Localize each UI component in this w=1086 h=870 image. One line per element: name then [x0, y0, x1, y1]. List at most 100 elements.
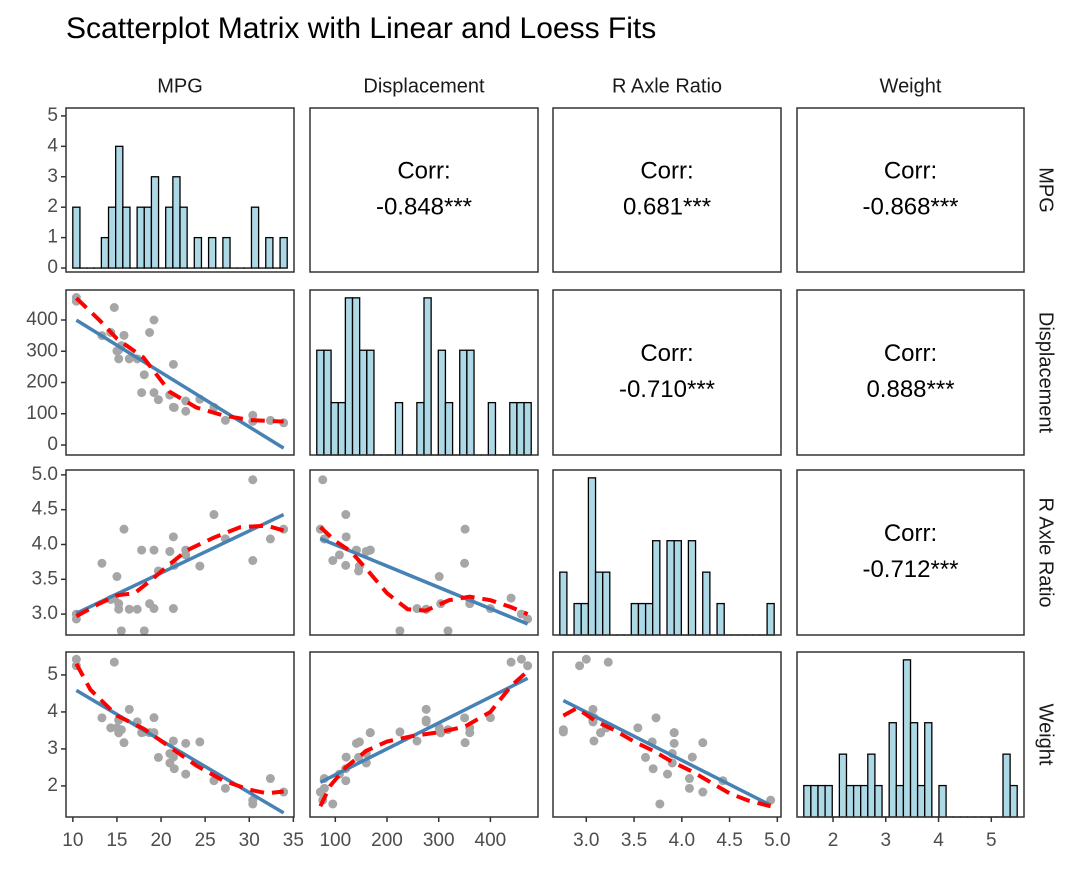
point: [168, 359, 178, 369]
point: [395, 626, 405, 636]
point: [248, 799, 258, 809]
y-tick-label: 0: [47, 257, 58, 278]
x-tick-label: 200: [371, 830, 403, 851]
histogram-bar: [924, 722, 933, 818]
loess-fit: [74, 296, 284, 424]
corr-title: Corr:: [397, 157, 450, 184]
histogram-bar: [516, 401, 525, 456]
panel-border: [796, 289, 1025, 456]
corr-title: Corr:: [640, 340, 693, 367]
y-tick-label: 2: [47, 196, 58, 217]
point: [220, 415, 230, 425]
y-tick-label: 4: [47, 135, 58, 156]
histogram-bar: [366, 349, 375, 456]
histogram-bar: [716, 602, 725, 636]
histogram-bar: [316, 349, 325, 456]
corr-value: 0.681***: [623, 193, 711, 220]
histogram-bar: [637, 602, 647, 636]
panel-border: [309, 289, 539, 456]
point: [145, 328, 155, 337]
point: [181, 738, 191, 748]
point: [669, 738, 679, 748]
histogram-bar: [359, 349, 368, 456]
point: [248, 410, 258, 420]
point: [168, 402, 178, 412]
point: [168, 736, 178, 746]
y-tick-label: 200: [26, 372, 58, 393]
histogram-bar: [602, 571, 611, 636]
x-tick-label: 100: [319, 830, 351, 851]
histogram-bar: [838, 753, 848, 818]
histogram-bar: [630, 602, 640, 636]
histogram-bar: [437, 349, 447, 456]
point: [181, 769, 191, 779]
point: [589, 736, 599, 746]
histogram-bar: [100, 236, 110, 269]
x-tick-label: 10: [62, 830, 83, 851]
x-tick-label: 3.0: [573, 830, 599, 851]
histogram-bar: [466, 349, 475, 456]
point: [116, 626, 126, 636]
point: [318, 475, 328, 485]
y-tick-label: 1: [47, 227, 58, 248]
histogram-bar: [193, 236, 203, 269]
point: [106, 723, 116, 733]
x-tick-label: 4: [933, 830, 944, 851]
corr-value: -0.710***: [619, 376, 715, 403]
column-strip-label: MPG: [157, 75, 203, 97]
loess-fit: [74, 662, 284, 796]
point: [124, 604, 134, 614]
y-tick-label: 5: [47, 105, 58, 126]
panel-border: [552, 469, 782, 636]
histogram-bar: [323, 349, 332, 456]
y-tick-label: 4: [47, 701, 58, 722]
point: [112, 572, 122, 582]
point: [149, 604, 159, 614]
column-strip-label: R Axle Ratio: [612, 75, 722, 97]
panel-border: [796, 107, 1025, 273]
x-tick-label: 400: [475, 830, 507, 851]
point: [132, 604, 142, 614]
point: [434, 572, 444, 582]
x-tick-label: 4.5: [716, 830, 742, 851]
point: [139, 626, 149, 636]
point: [648, 764, 658, 774]
point: [588, 704, 598, 714]
histogram-bar: [150, 176, 160, 269]
point: [341, 560, 351, 570]
histogram-bar: [594, 571, 604, 636]
point: [698, 738, 708, 748]
panel-border: [552, 107, 782, 273]
point: [220, 783, 230, 793]
x-tick-label: 4.0: [669, 830, 695, 851]
histogram-bar: [702, 571, 711, 636]
point: [443, 626, 453, 636]
point: [341, 510, 351, 520]
point: [581, 654, 591, 664]
point: [633, 723, 643, 733]
histogram-bar: [803, 784, 812, 818]
point: [149, 388, 159, 398]
histogram-bar: [895, 784, 905, 818]
panel-border: [796, 651, 1025, 818]
point: [603, 657, 613, 667]
point: [71, 654, 81, 664]
corr-title: Corr:: [884, 520, 937, 547]
point: [114, 599, 124, 609]
point: [168, 604, 178, 614]
loess-fit: [318, 669, 529, 808]
y-tick-label: 100: [26, 403, 58, 424]
y-tick-label: 4.0: [32, 534, 58, 555]
histogram-bar: [573, 602, 582, 636]
row-strip-label: Weight: [1035, 704, 1057, 766]
point: [319, 783, 329, 793]
x-tick-label: 5.0: [764, 830, 790, 851]
point: [149, 713, 159, 723]
point: [684, 783, 694, 793]
point: [412, 736, 422, 746]
y-tick-label: 2: [47, 775, 58, 796]
linear-fit: [319, 536, 529, 626]
x-tick-label: 2: [828, 830, 839, 851]
point: [124, 354, 134, 364]
point: [684, 774, 694, 784]
